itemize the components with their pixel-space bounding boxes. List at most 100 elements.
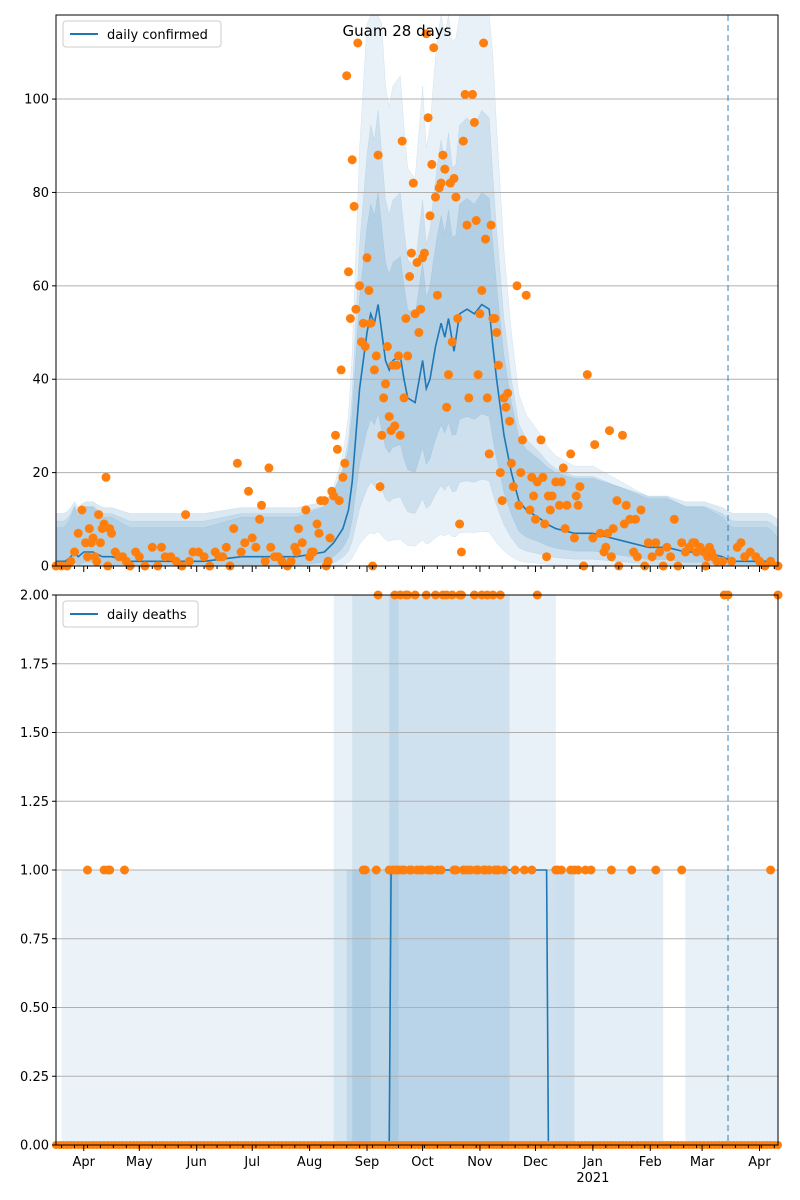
data-point	[677, 538, 687, 548]
data-point	[406, 248, 416, 258]
legend-box	[62, 600, 199, 628]
legend-box	[62, 20, 222, 48]
y-tick-label: 0.75	[20, 932, 49, 947]
y-tick-label: 2.00	[20, 589, 49, 604]
data-point	[345, 314, 355, 323]
data-point	[381, 379, 390, 389]
data-point	[286, 556, 296, 566]
data-point	[414, 328, 424, 337]
data-point	[416, 304, 426, 314]
data-point	[440, 164, 450, 174]
data-point	[379, 393, 389, 403]
data-point	[84, 524, 94, 534]
data-point	[336, 365, 346, 375]
x-tick-label: Jun	[186, 1155, 207, 1170]
y-axis: 0.00 0.25 0.50 0.75 1.00 1.25 1.50 1.75 2.00	[20, 589, 56, 1154]
data-point	[525, 505, 535, 515]
data-point	[358, 318, 368, 328]
data-point	[545, 505, 555, 515]
data-point	[308, 547, 318, 557]
data-point	[669, 514, 679, 524]
data-point	[527, 865, 537, 875]
data-point	[66, 556, 76, 566]
data-point	[229, 524, 239, 534]
data-point	[590, 440, 600, 450]
data-point	[505, 416, 515, 426]
data-point	[453, 314, 463, 323]
data-point	[247, 533, 257, 543]
data-point	[766, 865, 776, 875]
data-point	[294, 524, 303, 534]
data-point	[462, 220, 472, 230]
data-point	[647, 552, 657, 562]
data-point	[366, 318, 376, 328]
data-point	[340, 458, 350, 468]
data-point	[94, 510, 104, 520]
data-point	[571, 491, 581, 501]
data-point	[455, 519, 465, 529]
data-point	[595, 528, 605, 538]
data-point	[355, 281, 365, 291]
data-point	[662, 542, 672, 552]
data-point	[486, 220, 496, 230]
data-point	[631, 514, 640, 524]
y-tick-label: 1.75	[20, 657, 49, 672]
plot-frame	[55, 14, 779, 567]
data-point	[369, 365, 379, 375]
data-point	[360, 342, 370, 351]
data-point	[147, 542, 157, 552]
y-tick-label: 80	[32, 186, 49, 201]
data-point	[451, 192, 461, 202]
data-point	[351, 304, 361, 314]
data-point	[482, 393, 492, 403]
data-point	[260, 556, 270, 566]
data-point	[181, 510, 191, 520]
data-point	[134, 552, 144, 562]
data-point	[371, 865, 381, 875]
data-point	[236, 547, 246, 557]
data-point	[444, 370, 453, 380]
data-point	[536, 435, 546, 445]
data-point	[573, 865, 583, 875]
x-tick-label: Oct	[411, 1155, 433, 1170]
x-tick-label: Jan	[582, 1155, 603, 1170]
data-point	[555, 500, 564, 510]
data-point	[349, 201, 359, 211]
data-point	[408, 178, 418, 188]
observed-cases-points	[51, 29, 783, 571]
data-point	[506, 458, 516, 468]
data-point	[449, 173, 459, 183]
data-point	[538, 472, 548, 482]
data-point	[264, 463, 274, 473]
data-point	[547, 491, 557, 501]
data-point	[73, 528, 83, 538]
data-point	[655, 547, 664, 557]
data-point	[432, 290, 442, 300]
chart-title: Guam 28 days	[343, 22, 452, 40]
data-point	[621, 500, 631, 510]
data-point	[766, 556, 776, 566]
data-point	[431, 192, 440, 202]
data-point	[397, 136, 407, 146]
y-tick-label: 1.00	[20, 864, 49, 879]
data-point	[556, 865, 566, 875]
data-point	[447, 337, 457, 347]
y-tick-label: 40	[32, 373, 49, 388]
data-point	[458, 136, 468, 146]
data-point	[332, 444, 342, 454]
y-tick-label: 1.50	[20, 726, 49, 741]
data-point	[338, 472, 348, 482]
data-point	[519, 865, 529, 875]
deaths-panel: 0.00 0.25 0.50 0.75 1.00 1.25 1.50 1.75 2.00 Apr…	[20, 589, 783, 1186]
data-point	[347, 155, 357, 165]
data-point	[394, 351, 403, 361]
data-point	[88, 533, 98, 543]
data-point	[666, 552, 676, 562]
data-point	[427, 159, 437, 169]
y-tick-label: 1.25	[20, 795, 49, 810]
data-point	[251, 542, 261, 552]
data-point	[255, 514, 265, 524]
legend-label: daily deaths	[107, 608, 187, 623]
data-point	[438, 150, 448, 160]
